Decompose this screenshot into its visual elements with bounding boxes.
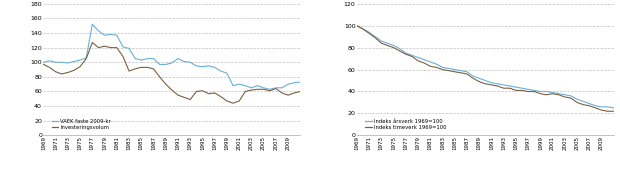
Legend: Indeks årsverk 1969=100, Indeks timeverk 1969=100: Indeks årsverk 1969=100, Indeks timeverk… [365,118,446,130]
Legend: VAEK faste 2009-kr, Investeringsvolum: VAEK faste 2009-kr, Investeringsvolum [51,118,112,130]
